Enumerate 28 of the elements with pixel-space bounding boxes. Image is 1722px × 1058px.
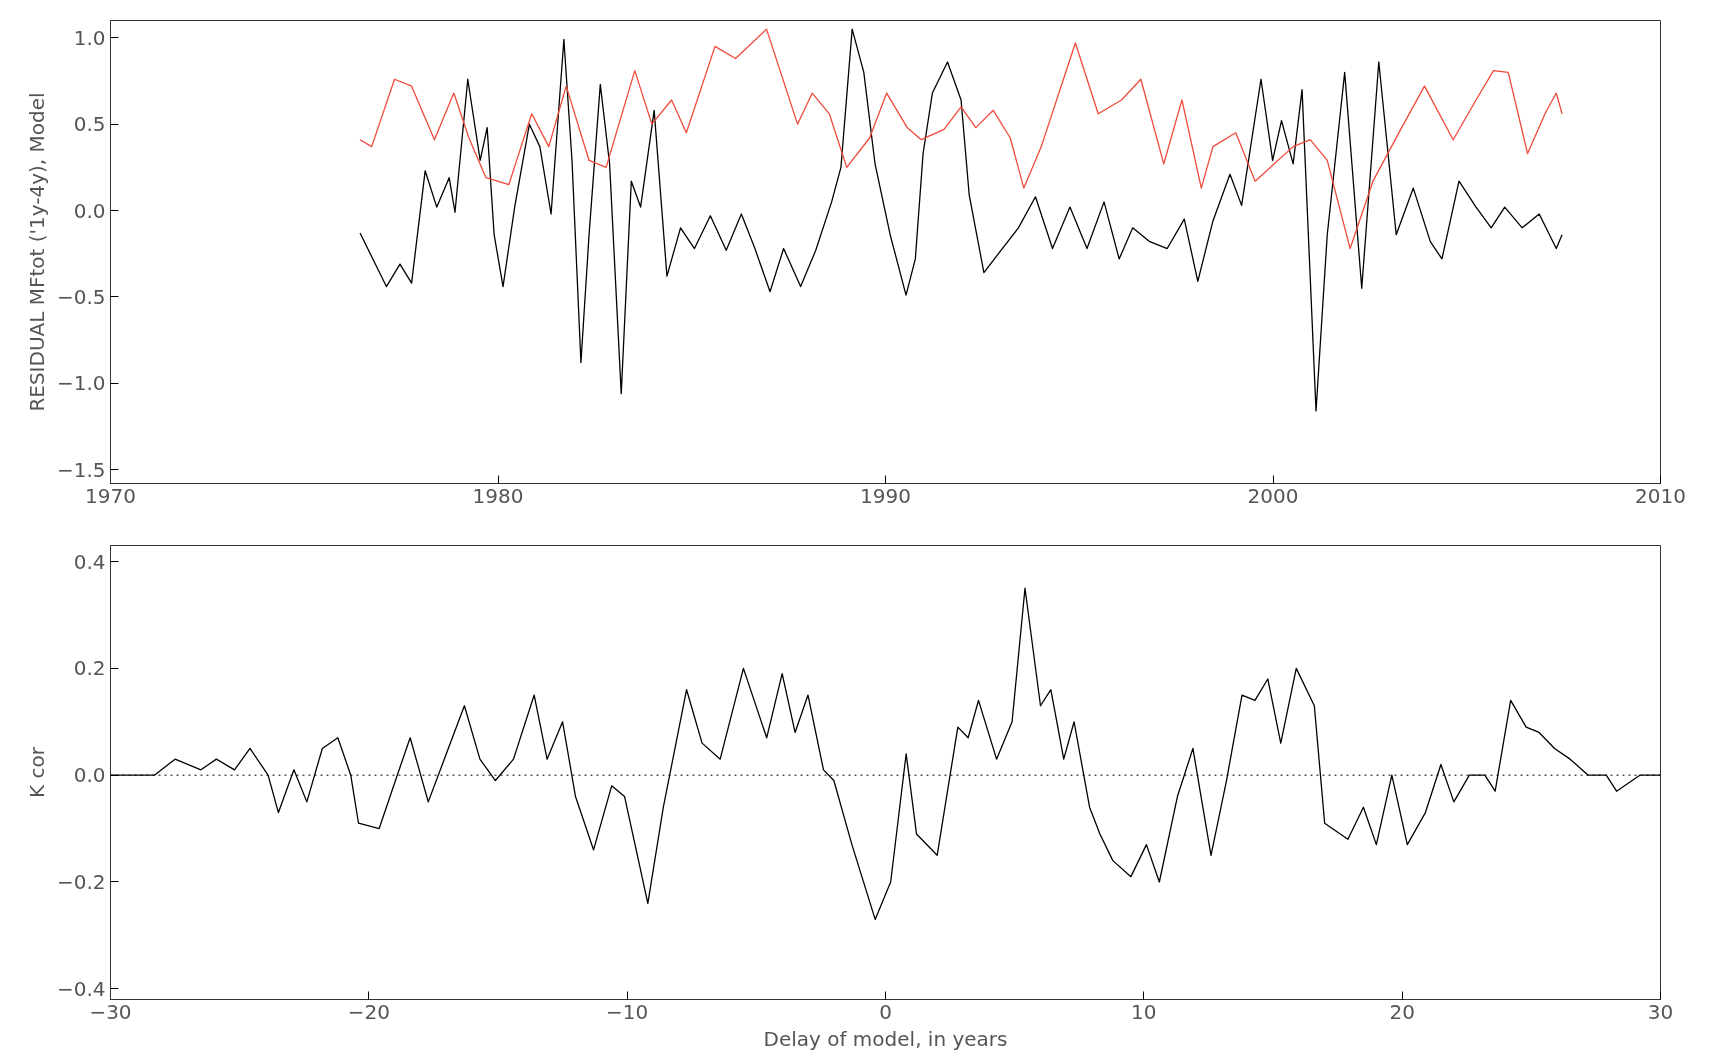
line-series: [359, 28, 1563, 412]
y-tick-label: 0.4: [73, 549, 106, 574]
y-axis-title: RESIDUAL MFtot ('1y-4y), Model: [24, 92, 49, 412]
y-tick-label: −0.4: [56, 976, 106, 1001]
x-tick-label: 1970: [85, 483, 136, 508]
y-tick-label: 0.0: [73, 763, 106, 788]
x-axis-title: Delay of model, in years: [763, 1026, 1008, 1051]
x-tick-label: 1980: [472, 483, 524, 508]
x-tick-label: 30: [1647, 999, 1674, 1024]
x-tick-label: −20: [347, 999, 390, 1024]
y-tick-label: −1.5: [56, 457, 106, 482]
x-tick-label: 0: [879, 999, 892, 1024]
x-tick-label: 10: [1131, 999, 1157, 1024]
x-tick-label: 20: [1389, 999, 1415, 1024]
y-tick-label: 0.2: [73, 656, 106, 681]
x-tick-label: 2010: [1635, 483, 1686, 508]
x-tick-label: 1990: [860, 483, 911, 508]
y-tick-label: 0.0: [73, 198, 106, 223]
x-tick-label: −10: [606, 999, 649, 1024]
y-tick-label: 1.0: [73, 25, 106, 50]
y-tick-label: −0.2: [56, 869, 106, 894]
line-series: [359, 28, 1563, 250]
y-tick-label: −0.5: [56, 284, 106, 309]
y-tick-label: −1.0: [56, 371, 106, 396]
y-tick-label: 0.5: [73, 112, 106, 137]
x-tick-label: −30: [89, 999, 132, 1024]
y-axis-title: K cor: [24, 746, 49, 798]
x-tick-label: 2000: [1247, 483, 1299, 508]
